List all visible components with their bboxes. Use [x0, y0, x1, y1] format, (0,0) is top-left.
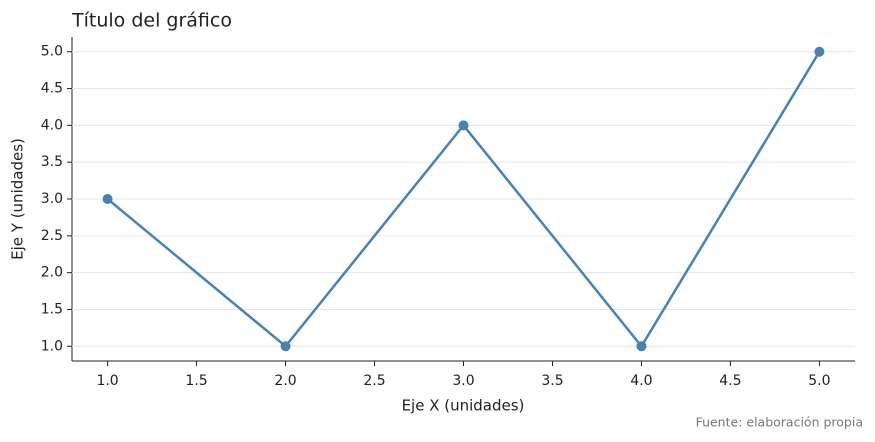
point	[102, 194, 113, 204]
y-tick-label: 3.5	[41, 154, 63, 170]
source-note: Fuente: elaboración propia	[696, 415, 863, 430]
x-tick-label: 1.5	[185, 373, 207, 389]
point	[636, 341, 647, 352]
point	[458, 120, 469, 131]
y-tick-label: 1.5	[41, 301, 63, 317]
y-tick-label: 5.0	[41, 44, 63, 60]
y-tick-label: 2.0	[41, 265, 63, 281]
chart-title: Título del gráfico	[71, 10, 232, 32]
point	[280, 341, 291, 352]
point	[814, 46, 825, 57]
x-axis-label: Eje X (unidades)	[402, 397, 525, 415]
y-tick-label: 4.5	[41, 81, 63, 97]
y-tick-label: 3.0	[41, 191, 63, 207]
y-tick-label: 2.5	[41, 228, 63, 244]
y-tick-label: 1.0	[41, 338, 63, 354]
x-tick-label: 3.0	[452, 373, 474, 389]
x-tick-label: 4.0	[630, 373, 652, 389]
x-tick-label: 2.0	[274, 373, 296, 389]
y-axis-label: Eje Y (unidades)	[9, 138, 27, 260]
x-tick-label: 3.5	[541, 373, 563, 389]
y-tick-label: 4.0	[41, 117, 63, 133]
x-tick-label: 2.5	[363, 373, 385, 389]
x-tick-label: 4.5	[719, 373, 741, 389]
x-tick-label: 5.0	[808, 373, 830, 389]
x-tick-label: 1.0	[96, 373, 118, 389]
